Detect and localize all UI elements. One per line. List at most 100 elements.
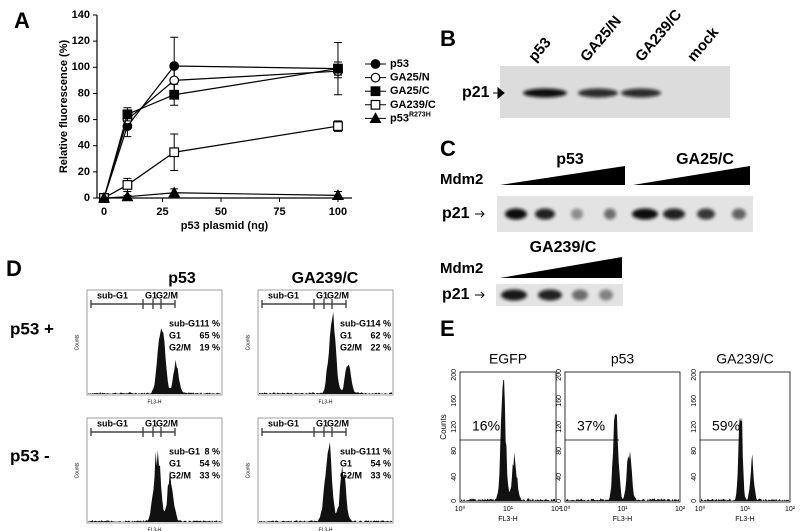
stat-name: G1 bbox=[169, 458, 181, 468]
legend-label: GA25/N bbox=[390, 72, 430, 84]
marker bbox=[331, 189, 344, 200]
x-tick-label: 75 bbox=[273, 206, 285, 218]
marker bbox=[97, 191, 111, 203]
panel-label: E bbox=[440, 316, 455, 341]
stat-name: sub-G1 bbox=[169, 446, 200, 456]
row-label: p53 - bbox=[10, 446, 50, 465]
y-tick-label: 120 bbox=[556, 421, 563, 433]
x-tick-label: 10² bbox=[551, 506, 562, 513]
axis-label: FL3-H bbox=[613, 516, 632, 523]
axis-label: Counts bbox=[74, 462, 80, 478]
band bbox=[505, 208, 527, 220]
legend-label: GA239/C bbox=[390, 99, 436, 111]
plot-frame bbox=[86, 289, 223, 396]
band bbox=[621, 88, 661, 98]
marker bbox=[169, 147, 180, 158]
legend-name: p53 bbox=[390, 112, 409, 124]
marker bbox=[370, 72, 381, 83]
wedge bbox=[500, 257, 622, 278]
gate-label: G1 bbox=[316, 290, 328, 300]
histogram bbox=[88, 450, 221, 522]
stat-value: 19 % bbox=[199, 342, 220, 352]
axis-label: FL3-H bbox=[735, 516, 754, 523]
marker bbox=[370, 99, 381, 110]
stat-name: G1 bbox=[340, 458, 352, 468]
x-tick-label: 10⁰ bbox=[455, 505, 466, 513]
plot-frame bbox=[459, 371, 557, 503]
stat-name: G1 bbox=[169, 330, 181, 340]
stat-value: 54 % bbox=[199, 458, 220, 468]
y-tick-label: 60 bbox=[78, 113, 90, 125]
x-tick-label: 10⁰ bbox=[695, 505, 706, 513]
column-label: p53 bbox=[168, 270, 196, 287]
gate-label: sub-G1 bbox=[268, 290, 299, 300]
column-label: GA239/C bbox=[292, 270, 359, 287]
x-tick-label: 0 bbox=[101, 206, 107, 218]
gate-label: G1 bbox=[316, 418, 328, 428]
x-tick-label: 50 bbox=[215, 206, 227, 218]
panel-title: GA239/C bbox=[716, 351, 774, 367]
x-tick-label: 10² bbox=[675, 506, 686, 513]
x-tick-label: 25 bbox=[156, 206, 168, 218]
stat-value: 33 % bbox=[370, 470, 391, 480]
y-tick-label: 100 bbox=[72, 61, 90, 73]
gate-label: G2/M bbox=[156, 290, 178, 300]
y-tick-label: 80 bbox=[556, 447, 563, 455]
gate-label: sub-G1 bbox=[268, 418, 299, 428]
marker bbox=[169, 89, 180, 100]
y-tick-label: 200 bbox=[556, 369, 563, 381]
plot-frame bbox=[699, 371, 791, 503]
group-label: GA239/C bbox=[530, 239, 597, 256]
panel-label: C bbox=[440, 136, 456, 161]
panel-label: A bbox=[14, 8, 30, 33]
gate-bar bbox=[90, 299, 176, 309]
gate-label: G2/M bbox=[156, 418, 178, 428]
wedge bbox=[500, 166, 625, 185]
marker bbox=[333, 63, 343, 74]
stat-value: 8 % bbox=[204, 446, 220, 456]
panel-title: EGFP bbox=[489, 351, 527, 367]
wedge bbox=[633, 166, 750, 185]
y-tick-label: 80 bbox=[691, 447, 698, 455]
gate-label: G2/M bbox=[327, 418, 349, 428]
band bbox=[663, 208, 685, 220]
stat-value: 65 % bbox=[199, 330, 220, 340]
stat-value: 11 % bbox=[371, 446, 391, 456]
y-tick-label: 0 bbox=[451, 499, 458, 503]
y-tick-label: 40 bbox=[78, 140, 90, 152]
x-tick-label: 10¹ bbox=[617, 506, 628, 513]
x-tick-label: 10² bbox=[785, 506, 796, 513]
x-axis-label: p53 plasmid (ng) bbox=[181, 220, 269, 232]
mdm2-label: Mdm2 bbox=[440, 171, 483, 188]
y-tick-label: 120 bbox=[451, 421, 458, 433]
panel-title: p53 bbox=[611, 351, 635, 367]
histogram bbox=[259, 442, 392, 522]
y-tick-label: 140 bbox=[72, 9, 90, 21]
row-label: p53 + bbox=[10, 319, 54, 338]
y-tick-label: 20 bbox=[78, 166, 90, 178]
stat-name: G2/M bbox=[340, 342, 362, 352]
y-tick-label: 40 bbox=[691, 473, 698, 481]
band bbox=[538, 289, 562, 301]
percent: 16% bbox=[472, 418, 500, 434]
y-tick-label: 0 bbox=[84, 192, 90, 204]
marker bbox=[168, 186, 181, 198]
gate-label: G1 bbox=[145, 290, 157, 300]
band bbox=[697, 208, 715, 220]
y-tick-label: 160 bbox=[451, 395, 458, 407]
gate-label: G2/M bbox=[327, 290, 349, 300]
axis-label: FL3-H bbox=[319, 527, 333, 531]
x-tick-label: 10⁰ bbox=[560, 505, 571, 513]
y-tick-label: 0 bbox=[556, 499, 563, 503]
mdm2-label: Mdm2 bbox=[440, 260, 483, 277]
y-tick-label: 160 bbox=[556, 395, 563, 407]
axis-label: FL3-H bbox=[498, 516, 517, 523]
stat-name: G2/M bbox=[340, 470, 362, 480]
marker bbox=[370, 86, 381, 97]
axis-label: Counts bbox=[439, 414, 448, 439]
plot-frame bbox=[86, 417, 223, 524]
legend-label: p53 bbox=[390, 58, 409, 70]
stat-name: G1 bbox=[340, 330, 352, 340]
group-label: GA25/C bbox=[676, 151, 734, 168]
